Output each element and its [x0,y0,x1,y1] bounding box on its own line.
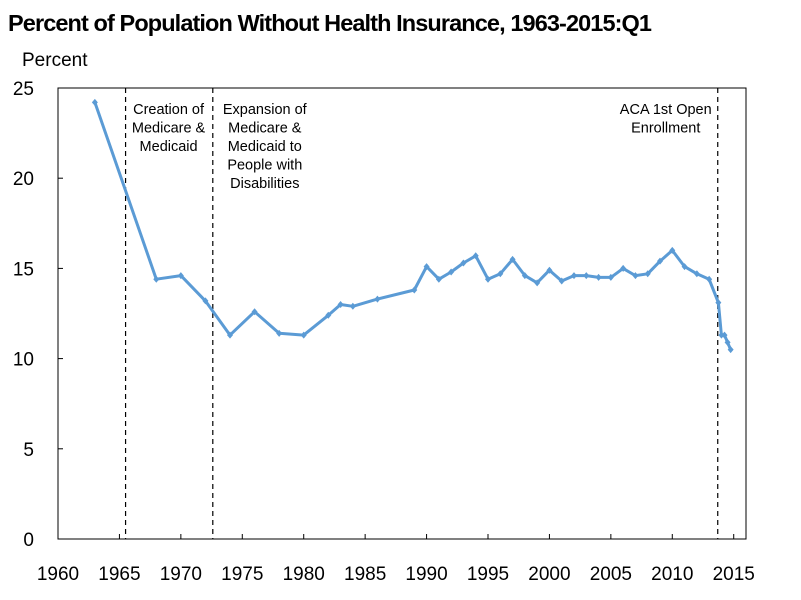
data-point [644,270,651,278]
y-tick-label: 10 [13,350,34,371]
x-tick-label: 1965 [98,564,140,585]
data-point [595,273,602,281]
data-point [521,272,528,280]
x-tick-label: 1990 [405,564,447,585]
data-point [472,252,479,260]
annotation-text: People with [227,158,302,174]
annotation-text: Creation of [133,102,205,118]
data-point [202,297,209,305]
data-point [558,277,565,285]
data-point [374,295,381,303]
annotation-text: Enrollment [631,121,700,137]
data-point [349,302,356,310]
data-point [448,268,455,276]
x-tick-label: 1975 [221,564,263,585]
chart-title: Percent of Population Without Health Ins… [8,10,652,36]
data-point [300,331,307,339]
y-tick-label: 20 [13,169,34,190]
annotation-text: Medicaid [140,139,198,155]
data-point [91,98,98,106]
data-point [251,308,258,316]
axes: 0 5 10 15 20 25 1960 1965 1970 1975 1980 1985 1990 19… [13,79,755,585]
y-tick-label: 0 [23,530,34,551]
annotation-text: Expansion of [223,102,308,118]
data-point [177,272,184,280]
y-tick-label: 15 [13,259,34,280]
data-point [669,246,676,254]
data-point [423,263,430,271]
y-axis-label: Percent [22,50,88,71]
data-point [718,331,725,339]
data-point [620,264,627,272]
series-layer [91,98,734,354]
x-tick-label: 2005 [590,564,632,585]
data-point [727,346,734,354]
data-point [485,275,491,283]
data-point [497,270,504,278]
x-tick-label: 2000 [528,564,570,585]
y-tick-label: 5 [23,440,34,461]
x-tick-label: 1970 [160,564,202,585]
data-point [706,275,713,283]
y-tick-label: 25 [13,79,34,100]
data-point [534,279,541,287]
x-tick-label: 1960 [37,564,79,585]
plot-frame [57,87,747,540]
data-point [571,272,577,280]
data-point [607,273,614,281]
data-point [509,255,516,263]
data-point [583,272,590,280]
annotation-text: ACA 1st Open [620,102,712,118]
data-point [153,275,160,283]
data-point [325,311,332,319]
data-point [460,259,467,267]
data-point [337,300,344,308]
x-tick-label: 2015 [713,564,755,585]
data-point [721,331,728,339]
data-point [693,270,700,278]
x-tick-label: 1995 [467,564,509,585]
data-point [227,331,233,339]
x-tick-label: 1985 [344,564,386,585]
x-tick-label: 1980 [283,564,325,585]
series-line [93,101,732,351]
x-tick-label: 2010 [651,564,693,585]
annotation-text: Medicaid to [228,139,302,155]
data-point [546,266,553,274]
data-point [411,286,418,294]
data-point [276,329,283,337]
data-point [435,275,442,283]
data-point [657,257,663,265]
data-point [681,263,688,271]
annotation-text: Medicare & [228,121,302,137]
annotations: Creation of Medicare & Medicaid Expansion o… [124,88,719,539]
annotation-text: Medicare & [132,121,206,137]
data-point [632,272,639,280]
data-point [715,299,722,307]
annotation-text: Disabilities [230,176,299,192]
data-point [724,338,731,346]
